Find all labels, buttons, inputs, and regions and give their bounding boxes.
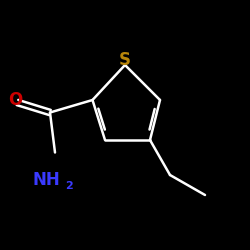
Text: NH: NH — [32, 171, 60, 189]
Text: O: O — [8, 91, 22, 109]
Text: 2: 2 — [65, 181, 73, 191]
Text: S: S — [119, 51, 131, 69]
